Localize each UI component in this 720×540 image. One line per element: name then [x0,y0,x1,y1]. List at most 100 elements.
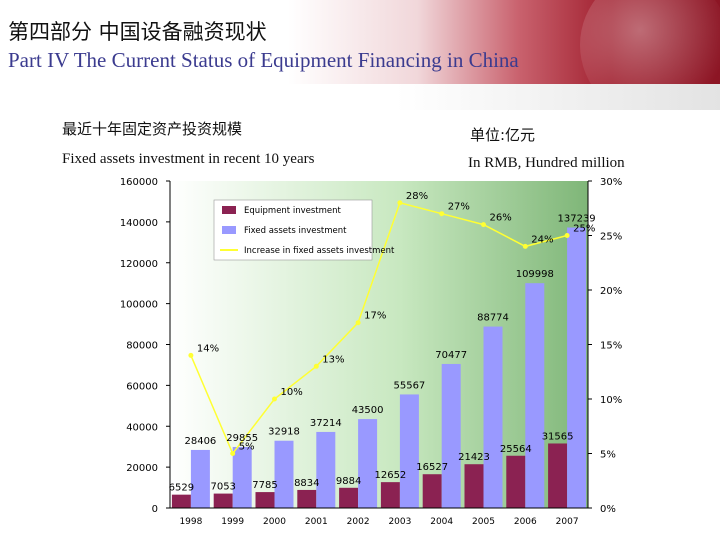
increase-rate-label: 28% [406,191,428,202]
fixed-assets-bar [525,283,545,508]
increase-rate-label: 27% [448,202,470,213]
increase-rate-label: 14% [197,343,219,354]
fixed-value-label: 43500 [352,405,384,416]
unit-label-cn: 单位:亿元 [470,126,536,144]
plot-area [170,181,588,508]
fixed-value-label: 29855 [226,433,258,444]
increase-rate-point [230,451,236,456]
x-tick-label: 2006 [514,517,537,527]
increase-rate-point [272,396,277,402]
equipment-bar [171,494,191,508]
fixed-value-label: 109998 [516,269,554,280]
y-tick-label: 20000 [126,463,158,474]
equipment-bar [548,443,568,508]
y2-tick-label: 0% [600,504,616,515]
legend-entry-label: Equipment investment [244,206,342,216]
fixed-value-label: 32918 [268,427,300,438]
chart-subtitle-cn: 最近十年固定资产投资规模 [62,120,243,138]
y-tick-label: 0 [152,504,158,515]
legend-entry-label: Fixed assets investment [244,226,347,236]
fixed-value-label: 28406 [184,436,216,447]
increase-rate-point [397,200,403,206]
increase-rate-point [522,243,528,249]
increase-rate-label: 24% [531,234,553,245]
increase-rate-label: 17% [364,311,386,322]
x-tick-label: 2005 [472,517,495,527]
equipment-value-label: 12652 [374,470,406,481]
increase-rate-point [564,233,570,238]
y2-tick-label: 20% [600,286,622,297]
increase-rate-point [439,211,445,217]
increase-rate-label: 25% [573,224,595,235]
fixed-value-label: 70477 [435,350,467,361]
y-tick-label: 80000 [126,341,158,352]
increase-rate-label: 26% [490,213,512,224]
increase-rate-label: 10% [281,387,303,398]
header-band [0,84,720,110]
fixed-value-label: 37214 [310,418,342,429]
equipment-value-label: 7053 [210,482,235,493]
y2-tick-label: 5% [600,450,616,461]
x-tick-label: 1999 [221,517,244,527]
x-tick-label: 1998 [179,517,202,527]
y-tick-label: 40000 [126,422,158,433]
fixed-value-label: 137239 [558,214,596,225]
fixed-assets-bar [483,326,503,508]
legend-swatch [222,226,236,234]
equipment-bar [255,492,275,508]
y-tick-label: 140000 [120,218,158,229]
fixed-assets-bar [274,440,294,508]
fixed-value-label: 55567 [393,380,425,391]
equipment-value-label: 16527 [416,462,448,473]
equipment-bar [422,474,442,508]
equipment-value-label: 21423 [458,452,490,463]
y2-tick-label: 25% [600,232,622,243]
equipment-value-label: 9884 [336,476,361,487]
equipment-bar [339,487,359,508]
equipment-value-label: 7785 [252,480,277,491]
x-tick-label: 2002 [347,517,370,527]
x-tick-label: 2001 [305,517,328,527]
unit-label-en: In RMB, Hundred million [468,155,625,171]
y2-tick-label: 10% [600,395,622,406]
page-title-en: Part IV The Current Status of Equipment … [8,48,519,72]
header-banner [0,0,720,120]
y-tick-label: 100000 [120,300,158,311]
x-tick-label: 2007 [556,517,579,527]
increase-rate-point [188,352,194,358]
y2-tick-label: 15% [600,341,622,352]
equipment-value-label: 25564 [500,444,532,455]
equipment-bar [297,489,317,508]
legend-swatch [222,206,236,214]
equipment-bar [213,493,233,508]
chart-subtitle-en: Fixed assets investment in recent 10 yea… [62,151,315,167]
fixed-assets-bar [190,449,210,508]
legend-entry-label: Increase in fixed assets investment [244,246,395,256]
y2-tick-label: 30% [600,177,622,188]
equipment-bar [464,464,484,508]
increase-rate-label: 13% [322,354,344,365]
y-tick-label: 160000 [120,177,158,188]
equipment-bar [506,455,526,508]
fixed-assets-bar [441,363,461,508]
increase-rate-point [355,320,361,326]
page-title-cn: 第四部分 中国设备融资现状 [8,20,267,44]
fixed-assets-bar [567,227,587,508]
increase-rate-label: 5% [239,442,255,453]
increase-rate-point [481,222,486,228]
increase-rate-point [313,363,319,369]
x-tick-label: 2000 [263,517,286,527]
fixed-assets-bar [316,431,336,508]
fixed-assets-bar [232,446,252,508]
fixed-assets-bar [358,419,378,508]
y-tick-label: 60000 [126,381,158,392]
equipment-value-label: 31565 [542,431,574,442]
increase-rate-line [190,201,568,455]
y-tick-label: 120000 [120,259,158,270]
fixed-assets-bar [399,394,419,508]
equipment-bar [380,482,400,508]
legend-box [213,199,373,261]
equipment-value-label: 6529 [169,483,194,494]
fixed-value-label: 88774 [477,313,509,324]
equipment-value-label: 8834 [294,478,319,489]
